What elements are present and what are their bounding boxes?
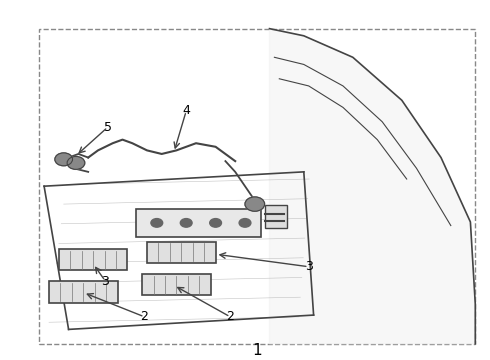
Text: 3: 3 — [305, 260, 313, 273]
Bar — [39, 29, 475, 344]
Circle shape — [210, 219, 221, 227]
Text: 4: 4 — [182, 104, 190, 117]
FancyBboxPatch shape — [136, 209, 261, 237]
Circle shape — [67, 157, 85, 169]
Bar — [49, 281, 118, 302]
Polygon shape — [270, 29, 475, 344]
Text: 1: 1 — [252, 343, 262, 359]
Text: 2: 2 — [141, 310, 148, 323]
Bar — [265, 205, 287, 228]
Bar — [142, 274, 211, 296]
Circle shape — [151, 219, 163, 227]
Text: 2: 2 — [226, 310, 234, 323]
Circle shape — [55, 153, 73, 166]
Circle shape — [245, 197, 265, 211]
Bar — [147, 242, 216, 263]
Text: 3: 3 — [101, 275, 109, 288]
Bar — [59, 249, 127, 270]
Circle shape — [180, 219, 192, 227]
Circle shape — [239, 219, 251, 227]
Text: 5: 5 — [104, 121, 112, 134]
